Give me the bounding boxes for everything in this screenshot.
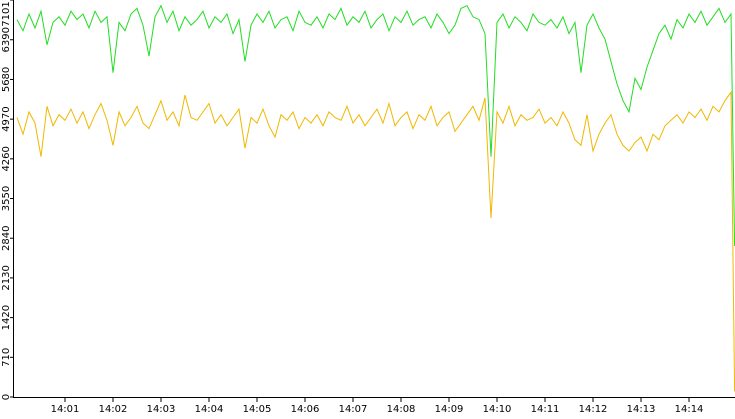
y-tick-label: 4970 (1, 106, 12, 131)
series-line (16, 90, 735, 392)
x-tick-label: 14:07 (339, 404, 368, 415)
x-tick-label: 14:03 (147, 404, 176, 415)
y-tick-label: 7101 (1, 1, 12, 26)
x-tick-label: 14:01 (51, 404, 80, 415)
x-tick-label: 14:14 (675, 404, 704, 415)
y-tick-label: 1420 (1, 305, 12, 330)
x-tick-label: 14:10 (483, 404, 512, 415)
x-tick-label: 14:09 (435, 404, 464, 415)
x-tick-label: 14:08 (387, 404, 416, 415)
y-tick-label: 2130 (1, 265, 12, 290)
y-tick-label: 4260 (1, 146, 12, 171)
y-tick-label: 2840 (1, 225, 12, 250)
x-tick-label: 14:11 (531, 404, 560, 415)
y-tick-label: 3550 (1, 186, 12, 211)
x-tick-label: 14:06 (291, 404, 320, 415)
x-tick-label: 14:12 (579, 404, 608, 415)
y-tick-label: 5680 (1, 67, 12, 92)
x-tick-label: 14:04 (195, 404, 224, 415)
x-tick-label: 14:13 (627, 404, 656, 415)
x-tick-label: 14:05 (243, 404, 272, 415)
x-tick-label: 14:02 (99, 404, 128, 415)
y-tick-label: 6390 (1, 27, 12, 52)
y-tick-label: 0 (1, 394, 12, 400)
series-line (16, 4, 735, 247)
y-tick-label: 710 (1, 348, 12, 367)
